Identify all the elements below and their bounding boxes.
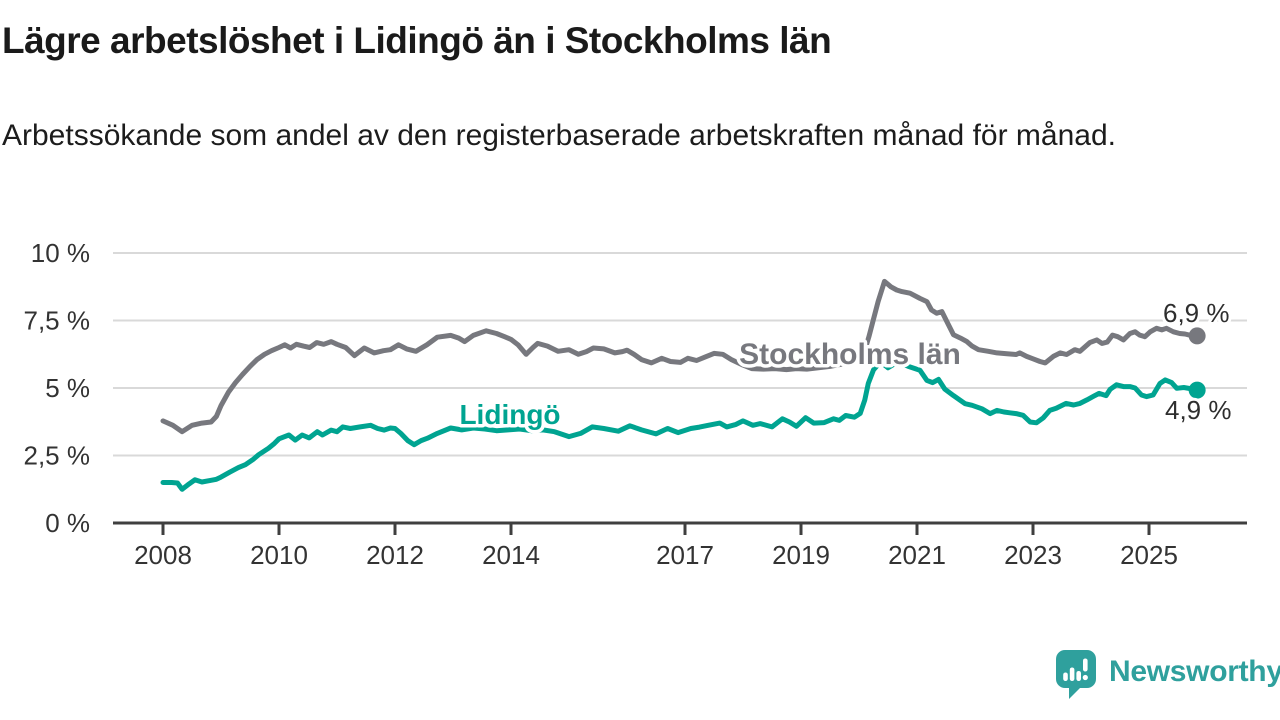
newsworthy-logo-icon xyxy=(1056,650,1096,699)
series-end-dot-stockholms-lan xyxy=(1188,327,1206,345)
x-axis-tick-label: 2025 xyxy=(1120,540,1178,570)
y-axis-tick-label: 2,5 % xyxy=(24,441,91,471)
x-axis-tick-label: 2023 xyxy=(1004,540,1062,570)
x-axis-tick-label: 2021 xyxy=(888,540,946,570)
x-axis-tick-label: 2012 xyxy=(366,540,424,570)
bar-medium xyxy=(1076,671,1081,681)
y-axis-tick-label: 10 % xyxy=(31,238,90,268)
newsworthy-logo[interactable]: Newsworthy xyxy=(1056,650,1280,699)
exclamation-dot xyxy=(1082,674,1088,681)
series-label-lidingo: Lidingö xyxy=(459,399,560,430)
y-axis-tick-label: 7,5 % xyxy=(24,306,91,336)
y-axis-tick-label: 0 % xyxy=(45,508,90,538)
x-axis-tick-label: 2017 xyxy=(656,540,714,570)
chart-subtitle: Arbetssökande som andel av den registerb… xyxy=(2,119,1116,152)
series-end-dot-lidingo xyxy=(1188,381,1206,399)
end-value-label-lidingo: 4,9 % xyxy=(1165,395,1232,425)
newsworthy-wordmark: Newsworthy xyxy=(1109,654,1280,688)
bar-tall xyxy=(1069,667,1075,681)
speech-bubble-shape xyxy=(1056,650,1096,699)
exclamation-bar xyxy=(1083,658,1088,672)
page-title: Lägre arbetslöshet i Lidingö än i Stockh… xyxy=(2,20,832,61)
series-line-lidingo xyxy=(160,359,1200,492)
series-label-stockholms-lan: Stockholms län xyxy=(739,338,961,371)
bar-small xyxy=(1063,672,1068,681)
x-axis-tick-label: 2008 xyxy=(134,540,192,570)
x-axis-tick-label: 2010 xyxy=(250,540,308,570)
x-axis-tick-label: 2019 xyxy=(772,540,830,570)
end-value-label-stockholms-lan: 6,9 % xyxy=(1163,298,1230,328)
series-line-stockholms-lan xyxy=(160,278,1200,435)
y-axis-tick-label: 5 % xyxy=(45,373,90,403)
x-axis-tick-label: 2014 xyxy=(482,540,540,570)
